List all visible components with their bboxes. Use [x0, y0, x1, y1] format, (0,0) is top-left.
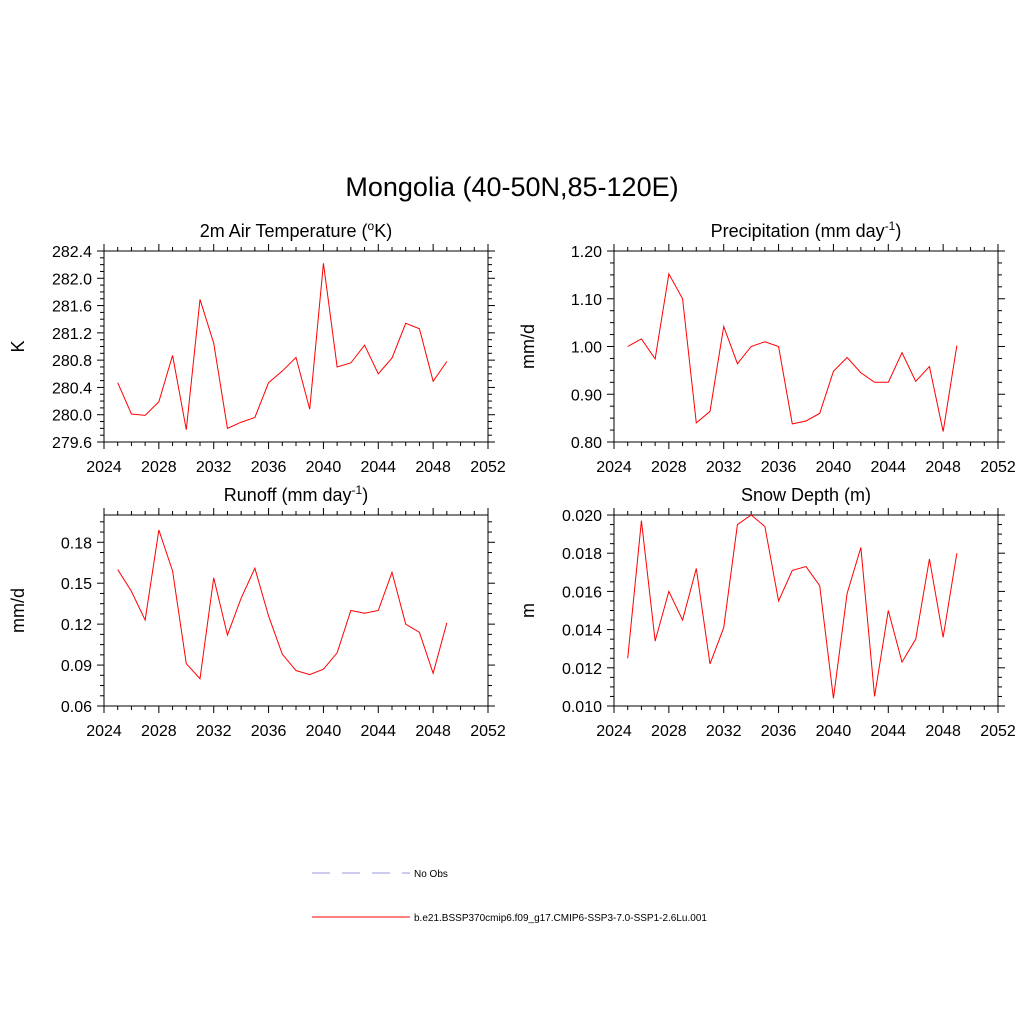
- x-tick-label: 2032: [196, 459, 232, 476]
- y-axis-label-precipitation: mm/d: [518, 324, 538, 369]
- figure-title: Mongolia (40-50N,85-120E): [345, 172, 678, 202]
- x-tick-label: 2052: [470, 459, 506, 476]
- x-tick-label: 2036: [251, 723, 287, 740]
- panel-runoff: 2024 2028 2032 2036 2040 2044 2048 2052 0.06 0.09…: [8, 483, 506, 740]
- x-tick-label: 2040: [816, 723, 852, 740]
- y-tick-label: 0.12: [61, 617, 92, 634]
- panel-title-tail: K): [374, 221, 392, 241]
- panel-title-tail: ): [362, 485, 368, 505]
- legend-label-model-run: b.e21.BSSP370cmip6.f09_g17.CMIP6-SSP3-7.…: [414, 913, 707, 924]
- x-tick-label: 2036: [761, 459, 797, 476]
- panel-title-superscript: -1: [885, 219, 896, 233]
- legend: No Obs b.e21.BSSP370cmip6.f09_g17.CMIP6-…: [312, 869, 707, 924]
- x-tick-label: 2052: [470, 723, 506, 740]
- y-tick-label: 280.0: [52, 408, 92, 425]
- y-tick-label: 0.018: [562, 546, 602, 563]
- x-tick-label: 2024: [596, 723, 632, 740]
- panel-title-snow-depth: Snow Depth (m): [741, 485, 871, 505]
- x-tick-label: 2044: [360, 459, 396, 476]
- y-tick-label: 1.10: [571, 292, 602, 309]
- x-tick-label: 2028: [141, 459, 177, 476]
- x-tick-label: 2048: [925, 723, 961, 740]
- x-tick-label: 2048: [415, 459, 451, 476]
- series-line-runoff: [117, 529, 448, 680]
- y-tick-label: 0.18: [61, 535, 92, 552]
- y-tick-label: 282.0: [52, 271, 92, 288]
- y-tick-label: 279.6: [52, 435, 92, 452]
- x-tick-label: 2048: [925, 459, 961, 476]
- legend-label-no-obs: No Obs: [414, 869, 448, 880]
- series-line-air-temperature: [117, 263, 448, 430]
- panel-title-text: 2m Air Temperature (: [200, 221, 368, 241]
- x-tick-label: 2024: [596, 459, 632, 476]
- y-tick-label: 0.09: [61, 658, 92, 675]
- panel-snow-depth: 2024 2028 2032 2036 2040 2044 2048 2052 0.010 0.0…: [518, 485, 1016, 740]
- x-tick-label: 2028: [141, 723, 177, 740]
- panel-title-air-temperature: 2m Air Temperature (oK): [200, 219, 392, 241]
- x-tick-label: 2040: [816, 459, 852, 476]
- x-tick-label: 2036: [761, 723, 797, 740]
- y-tick-label: 280.8: [52, 353, 92, 370]
- panel-precipitation: 2024 2028 2032 2036 2040 2044 2048 2052 0.80 0.90…: [518, 219, 1016, 476]
- y-tick-label: 1.00: [571, 340, 602, 357]
- panel-title-tail: ): [895, 221, 901, 241]
- x-tick-label: 2028: [651, 723, 687, 740]
- x-tick-label: 2036: [251, 459, 287, 476]
- x-tick-label: 2048: [415, 723, 451, 740]
- y-tick-label: 0.016: [562, 584, 602, 601]
- x-tick-label: 2052: [980, 459, 1016, 476]
- y-tick-label: 281.2: [52, 326, 92, 343]
- x-tick-label: 2044: [870, 723, 906, 740]
- y-tick-label: 0.012: [562, 661, 602, 678]
- panel-title-runoff: Runoff (mm day-1): [224, 483, 368, 505]
- x-tick-label: 2024: [86, 459, 122, 476]
- y-tick-label: 282.4: [52, 244, 92, 261]
- y-axis-label-air-temperature: K: [8, 340, 28, 352]
- x-tick-label: 2044: [870, 459, 906, 476]
- panel-air-temperature: 2024 2028 2032 2036 2040 2044 2048 2052 279.6 280…: [8, 219, 506, 476]
- panel-title-precipitation: Precipitation (mm day-1): [711, 219, 902, 241]
- panel-title-superscript: o: [368, 219, 375, 233]
- y-tick-label: 0.80: [571, 435, 602, 452]
- x-tick-label: 2032: [706, 459, 742, 476]
- x-tick-label: 2032: [706, 723, 742, 740]
- x-tick-label: 2040: [306, 459, 342, 476]
- x-tick-label: 2040: [306, 723, 342, 740]
- panel-title-superscript: -1: [352, 483, 363, 497]
- y-tick-label: 0.014: [562, 623, 602, 640]
- panel-title-text: Precipitation (mm day: [711, 221, 885, 241]
- y-tick-label: 0.06: [61, 699, 92, 716]
- y-axis-label-runoff: mm/d: [8, 588, 28, 633]
- y-tick-label: 281.6: [52, 299, 92, 316]
- y-tick-label: 0.010: [562, 699, 602, 716]
- y-tick-label: 1.20: [571, 244, 602, 261]
- panel-title-text: Snow Depth (m): [741, 485, 871, 505]
- y-tick-label: 0.90: [571, 387, 602, 404]
- y-tick-label: 280.4: [52, 380, 92, 397]
- y-tick-label: 0.15: [61, 576, 92, 593]
- y-tick-label: 0.020: [562, 508, 602, 525]
- series-line-snow-depth: [627, 514, 958, 699]
- y-axis-label-snow-depth: m: [518, 603, 538, 618]
- x-tick-label: 2032: [196, 723, 232, 740]
- panel-title-text: Runoff (mm day: [224, 485, 352, 505]
- x-tick-label: 2044: [360, 723, 396, 740]
- x-tick-label: 2028: [651, 459, 687, 476]
- x-tick-label: 2024: [86, 723, 122, 740]
- x-tick-label: 2052: [980, 723, 1016, 740]
- series-line-precipitation: [627, 272, 958, 432]
